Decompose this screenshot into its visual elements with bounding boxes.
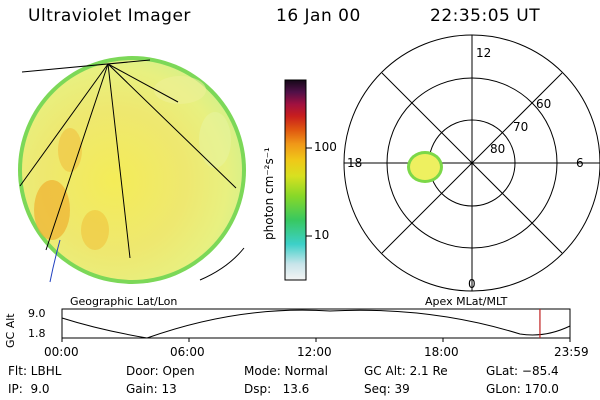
date-label: 16 Jan 00 [276,6,361,26]
info-gc-alt: GC Alt: 2.1 Re [364,364,448,378]
info-dsp: Dsp: 13.6 [244,382,310,396]
lat-label-60: 60 [536,97,552,111]
colorbar-tick-100: 100 [314,140,337,154]
mlt-label-0: 0 [468,277,476,291]
colorbar-unit-label: photon cm⁻²s⁻¹ [262,147,276,240]
altitude-xtick: 06:00 [170,345,205,359]
altitude-xtick: 12:00 [297,345,332,359]
altitude-ytick-9: 9.0 [28,307,46,320]
info-flt: Flt: LBHL [8,364,62,378]
lat-label-80: 80 [490,142,506,156]
mlt-label-6: 6 [576,156,584,170]
altitude-curve [61,309,571,339]
info-ip: IP: 9.0 [8,382,50,396]
app-title: Ultraviolet Imager [28,6,191,26]
info-gain: Gain: 13 [126,382,177,396]
altitude-xtick: 23:59 [554,345,589,359]
altitude-ytick-1.8: 1.8 [28,327,46,340]
altitude-ylabel: GC Alt [4,313,17,348]
aurora-oval [407,151,443,183]
time-label: 22:35:05 UT [430,6,541,26]
right-panel-caption: Apex MLat/MLT [425,295,508,308]
colorbar-tick-10: 10 [314,228,330,242]
graticule-lines [19,59,237,259]
mlt-label-18: 18 [347,156,363,170]
info-seq: Seq: 39 [364,382,410,396]
info-glat: GLat: −85.4 [486,364,559,378]
altitude-xtick: 18:00 [424,345,459,359]
info-glon: GLon: 170.0 [486,382,559,396]
lat-label-70: 70 [513,120,529,134]
altitude-plot [61,308,571,342]
mlt-label-12: 12 [476,46,492,60]
earth-disc [18,56,246,284]
coastline [49,239,61,283]
info-door: Door: Open [126,364,195,378]
altitude-xtick: 00:00 [44,345,79,359]
colorbar [284,79,312,281]
left-panel-caption: Geographic Lat/Lon [70,295,178,308]
polar-plot [343,34,600,292]
limb-arc [199,247,245,281]
info-mode: Mode: Normal [244,364,328,378]
